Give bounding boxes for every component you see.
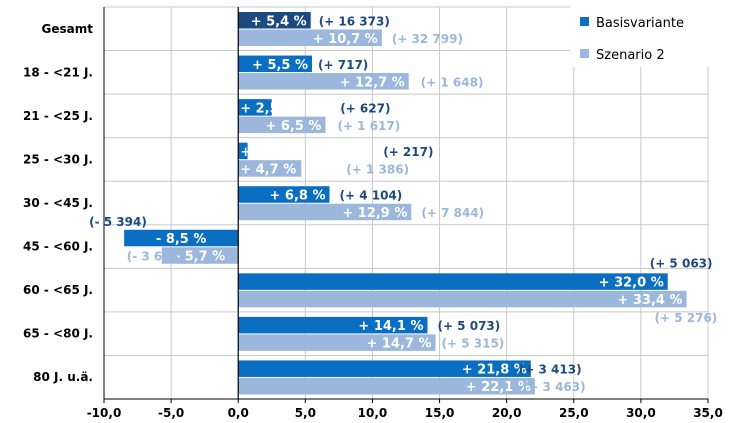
value-label: + 5,5 % [252,58,308,73]
x-tick-label: 35,0 [693,406,723,420]
x-tick-label: 25,0 [559,406,589,420]
x-tick-label: 20,0 [492,406,522,420]
bar-szenario-2 [238,334,436,351]
legend-label-szenario-2: Szenario 2 [596,48,665,63]
bar-szenario-2 [238,377,535,395]
category-label: 21 - <25 J. [23,109,93,123]
value-label: + 14,7 % [366,337,431,352]
absolute-label: (+ 16 373) [319,14,390,28]
value-label: + 6,5 % [265,119,321,134]
value-label: - 5,7 % [175,250,226,265]
bar-szenario-2 [238,160,302,177]
bar-basisvariante [238,12,311,29]
x-tick-label: -5,0 [158,406,184,420]
absolute-label: (+ 1 648) [421,75,484,89]
absolute-label: (- 5 394) [89,215,147,229]
x-tick-label: 5,0 [295,406,316,420]
value-label: + 6,8 % [269,188,325,203]
bar-szenario-2 [238,29,382,46]
absolute-label: (+ 5 073) [437,319,500,333]
axes: -10,0 -5,0 0,0 5,0 10,0 15,0 20,0 25,0 30,0 35,0 [87,7,723,420]
category-label: 65 - <80 J. [23,327,93,341]
legend-label-basisvariante: Basisvariante [596,16,684,31]
category-label: 60 - <65 J. [23,283,93,297]
x-tick-label: 15,0 [425,406,455,420]
category-label: 25 - <30 J. [23,152,93,166]
absolute-label: (+ 5 315) [442,337,505,351]
bar-szenario-2 [238,73,409,90]
category-label: 18 - <21 J. [23,65,93,79]
bar-basisvariante [124,229,239,247]
value-label: + 22,1 % [466,380,531,395]
value-label: + 10,7 % [313,32,378,47]
absolute-label: (+ 4 104) [339,188,402,202]
value-label: + 14,1 % [358,319,423,334]
bar-szenario-2 [238,203,412,221]
absolute-label: (+ 1 617) [337,119,400,133]
absolute-label: (- 3 618) [127,250,185,264]
legend-swatch-basisvariante [580,17,589,26]
value-label: + 33,4 % [617,293,682,308]
value-label: - 8,5 % [156,232,207,247]
x-tick-label: 30,0 [626,406,656,420]
absolute-label: (+ 3 413) [519,363,582,377]
absolute-label: (+ 1 386) [346,162,409,176]
value-label: + 12,9 % [342,206,407,221]
value-label: + 0,7 % [240,145,296,160]
value-label: + 21,8 % [462,363,527,378]
bar-basisvariante [238,273,668,290]
bars [124,12,687,395]
category-label: Gesamt [42,22,94,36]
x-tick-label: 0,0 [228,406,249,420]
bar-basisvariante [238,99,272,116]
absolute-label: (+ 717) [318,58,368,72]
bar-basisvariante [238,360,531,377]
bar-szenario-2 [238,116,326,134]
absolute-label: (+ 217) [383,145,433,159]
absolute-label: (+ 5 063) [650,257,713,271]
bar-szenario-2 [161,247,239,264]
bar-basisvariante [238,186,330,203]
absolute-label: (+ 32 799) [392,32,463,46]
absolute-label: (+ 3 463) [523,380,586,394]
value-label: + 12,7 % [340,75,405,90]
category-label: 80 J. u.ä. [33,370,93,384]
value-label: + 32,0 % [599,276,664,291]
grid-lines [103,6,709,400]
legend-swatch-szenario-2 [580,49,589,58]
value-label: + 4,7 % [240,162,296,177]
legend: Basisvariante Szenario 2 [570,5,732,67]
value-label: + 5,4 % [251,14,307,29]
category-label: 45 - <60 J. [23,240,93,254]
absolute-label: (+ 5 276) [655,311,718,325]
bar-basisvariante [238,142,248,160]
bar-basisvariante [238,316,428,334]
data-labels: Gesamt + 5,4 % (+ 16 373) + 10,7 % (+ 32 799… [23,14,717,395]
category-label: 30 - <45 J. [23,196,93,210]
bar-basisvariante [238,55,313,73]
x-tick-label: -10,0 [87,406,122,420]
absolute-label: (+ 627) [340,101,390,115]
bar-szenario-2 [238,290,687,308]
absolute-label: (+ 7 844) [421,206,484,220]
value-label: + 2,5 % [240,101,296,116]
x-tick-label: 10,0 [358,406,388,420]
